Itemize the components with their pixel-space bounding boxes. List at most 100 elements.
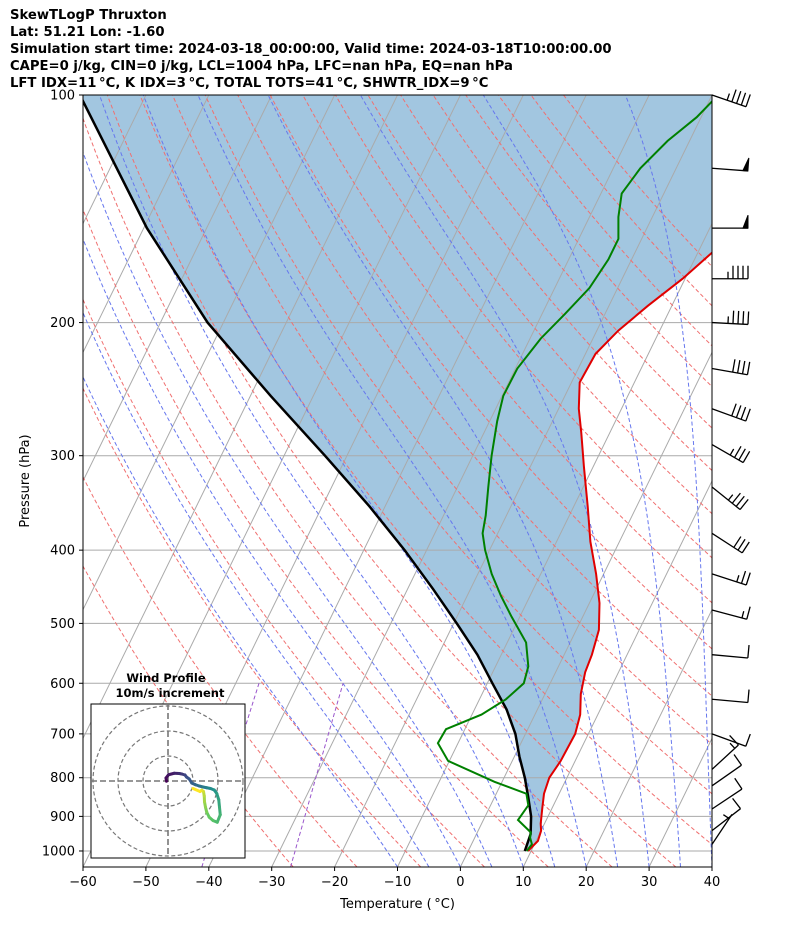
wind-barb-shaft	[711, 573, 747, 586]
moist-adiabat-line	[267, 95, 619, 867]
wind-barb-shaft	[711, 733, 747, 747]
wind-barb-shaft	[711, 609, 747, 620]
isotherm-line	[83, 95, 84, 97]
moist-adiabat-line	[83, 150, 493, 867]
wind-barb-shaft	[711, 532, 743, 554]
dry-adiabat-line	[83, 298, 485, 867]
isotherm-line	[459, 351, 712, 867]
wind-barb	[711, 734, 739, 770]
wind-barb-full-tick	[734, 777, 743, 790]
dry-adiabat-line	[367, 95, 712, 515]
moist-adiabat-line	[624, 95, 712, 867]
y-tick-label: 400	[50, 544, 75, 559]
wind-barb-full-tick	[742, 450, 751, 463]
dry-adiabat-line	[83, 565, 294, 867]
y-tick-label: 600	[50, 677, 75, 692]
x-tick-label: 20	[578, 875, 595, 890]
wind-barb-full-tick	[732, 310, 735, 324]
mixing-ratio-line	[290, 683, 344, 867]
times-line: Simulation start time: 2024-03-18_00:00:…	[10, 41, 612, 57]
isotherm-line	[711, 865, 712, 867]
header: SkewTLogP Thruxton Lat: 51.21 Lon: -1.60…	[10, 8, 612, 93]
x-tick-label: 30	[641, 875, 658, 890]
wind-barb-full-tick	[731, 403, 737, 417]
wind-barb	[711, 89, 751, 108]
wind-barb	[711, 777, 743, 810]
wind-barb-full-tick	[741, 360, 746, 374]
hodograph-plot	[91, 704, 245, 858]
dewpoint-line	[436, 100, 712, 852]
moist-adiabat-line	[83, 237, 461, 867]
wind-barb-half-tick	[727, 494, 734, 501]
indices-line-2: LFT IDX=11 °C, K IDX=3 °C, TOTAL TOTS=41…	[10, 75, 489, 91]
moist-adiabat-line	[197, 95, 587, 867]
dry-adiabat-line	[106, 95, 677, 867]
dry-adiabat-line	[269, 95, 712, 650]
wind-barb	[711, 689, 750, 704]
wind-barb	[712, 265, 749, 280]
y-tick-label: 700	[50, 727, 75, 742]
wind-barb-full-tick	[737, 310, 740, 324]
wind-barb	[711, 754, 743, 787]
wind-barb-full-tick	[747, 644, 750, 659]
y-tick-label: 300	[50, 449, 75, 464]
y-axis-label: Pressure (hPa)	[18, 434, 33, 527]
wind-barb-shaft	[711, 367, 748, 376]
wind-barb-half-tick	[723, 814, 730, 820]
wind-barb-full-tick	[735, 90, 742, 104]
wind-barb-half-tick	[741, 611, 745, 619]
x-tick-label: −40	[195, 875, 222, 890]
y-tick-label: 100	[50, 89, 75, 104]
wind-barb-full-tick	[733, 445, 742, 458]
wind-barb-shaft	[711, 654, 748, 659]
wind-barb	[711, 814, 733, 845]
dry-adiabat-line	[83, 387, 422, 867]
parcel-path-line	[83, 98, 533, 852]
wind-barb-shaft	[711, 94, 747, 108]
x-tick-label: −30	[258, 875, 285, 890]
isotherm-line	[83, 95, 336, 611]
wind-barb-full-tick	[739, 498, 749, 510]
wind-barb-full-tick	[741, 541, 750, 554]
wind-barb	[711, 733, 751, 747]
wind-barb-full-tick	[733, 754, 743, 766]
mixing-ratio-line	[201, 683, 260, 867]
y-tick-label: 500	[50, 617, 75, 632]
wind-barb-full-tick	[740, 406, 747, 420]
x-tick-label: −10	[384, 875, 411, 890]
x-tick-label: −50	[132, 875, 159, 890]
wind-barb-shaft	[711, 764, 742, 787]
wind-barb	[711, 157, 750, 172]
wind-barb-full-tick	[745, 408, 751, 422]
wind-barb	[711, 486, 749, 511]
isotherm-line	[585, 608, 712, 867]
wind-barb-full-tick	[740, 570, 747, 584]
wind-barb-half-tick	[726, 93, 731, 101]
wind-barb-full-tick	[732, 797, 742, 810]
x-tick-label: 0	[456, 875, 464, 890]
location-line: Lat: 51.21 Lon: -1.60	[10, 24, 165, 40]
moist-adiabat-line	[482, 95, 681, 867]
wind-barb	[712, 214, 749, 229]
moist-adiabat-line	[142, 95, 556, 867]
wind-barb	[711, 570, 751, 586]
wind-barb-half-tick	[729, 448, 735, 456]
x-axis-label: Temperature ( °C)	[339, 897, 455, 912]
wind-barb-half-tick	[736, 575, 740, 583]
wind-barb	[711, 532, 750, 554]
isotherm-line	[334, 95, 712, 867]
wind-barb-full-tick	[733, 536, 742, 548]
wind-barb-full-tick	[747, 689, 750, 703]
wind-barb	[711, 644, 750, 659]
dry-adiabat-line	[302, 95, 712, 604]
moist-adiabat-line	[83, 375, 398, 867]
wind-barb-shaft	[711, 808, 741, 832]
y-tick-label: 1000	[42, 844, 75, 859]
dry-adiabat-line	[83, 116, 613, 867]
wind-barb-full-tick	[740, 92, 747, 106]
isotherm-line	[271, 95, 650, 867]
wind-barb-full-tick	[746, 606, 751, 620]
x-tick-label: −60	[69, 875, 96, 890]
dry-adiabat-line	[139, 95, 712, 846]
